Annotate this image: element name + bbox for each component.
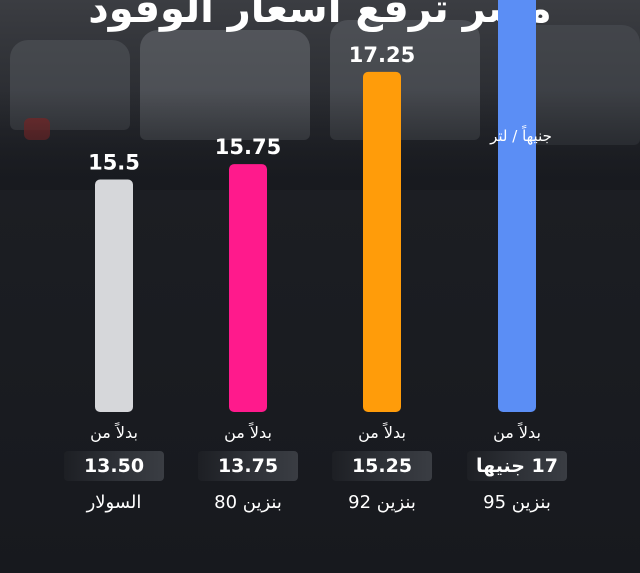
previous-prefix: بدلاً من [493,423,541,442]
previous-price: 17 جنيها [467,451,567,481]
value-label-2: 17.25 [349,43,415,67]
chart-title: مصر ترفع أسعار الوقود [88,0,552,32]
bar-3 [498,0,536,412]
previous-prefix: بدلاً من [358,423,406,442]
previous-prefix: بدلاً من [224,423,272,442]
previous-price: 13.50 [64,451,164,481]
category-label: بنزين 80 [214,492,282,513]
category-label: بنزين 92 [348,492,416,513]
unit-label: جنيهاً / لتر [490,127,552,145]
previous-price: 13.75 [198,451,298,481]
category-label: بنزين 95 [483,492,551,513]
category-label: السولار [86,492,142,513]
bar-2 [363,71,401,412]
value-label-0: 15.5 [88,151,140,175]
previous-price: 15.25 [332,451,432,481]
bar-1 [229,164,267,412]
previous-prefix: بدلاً من [90,423,138,442]
value-label-1: 15.75 [215,135,281,159]
bar-0 [95,179,133,412]
